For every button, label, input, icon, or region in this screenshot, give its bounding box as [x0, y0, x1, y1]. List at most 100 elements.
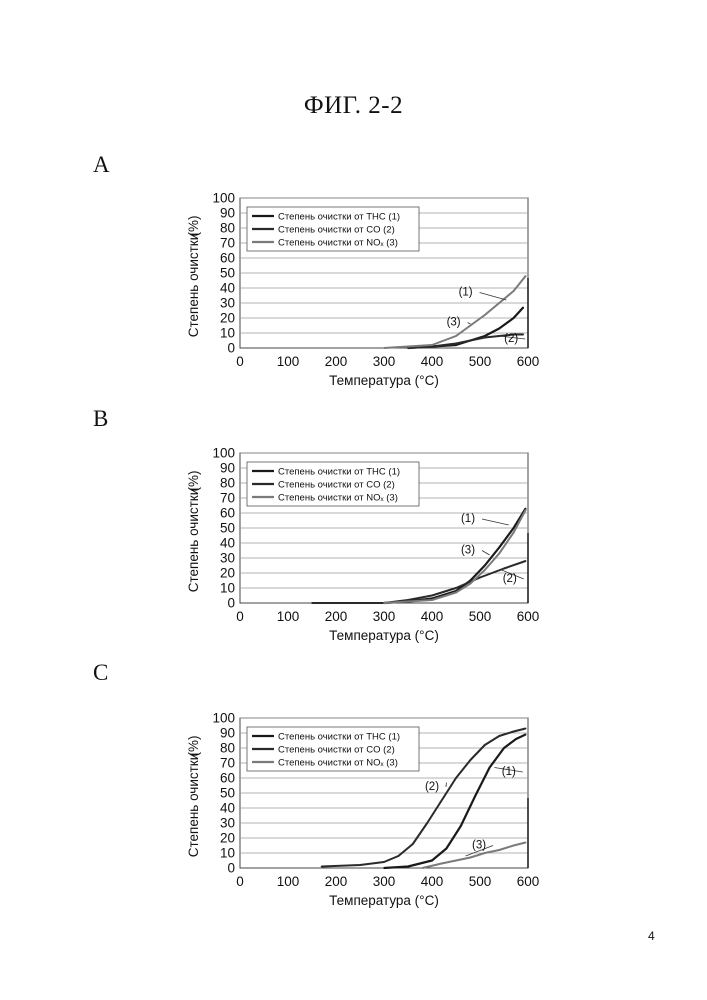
y-tick-label: 70 — [220, 491, 235, 506]
annotation-leader — [467, 322, 471, 325]
y-tick-label: 70 — [220, 756, 235, 771]
y-tick-label: 90 — [220, 206, 235, 221]
y-axis-unit: (%) — [186, 216, 201, 237]
y-tick-label: 10 — [220, 846, 235, 861]
legend-entry: Степень очистки от CO (2) — [278, 225, 395, 236]
panel-label-c: C — [93, 660, 109, 685]
page-number: 4 — [648, 929, 655, 943]
data-point — [431, 344, 433, 346]
data-point — [431, 594, 433, 597]
series-line-1 — [383, 733, 527, 870]
y-tick-label: 80 — [220, 221, 235, 236]
data-point — [411, 843, 414, 845]
x-tick-label: 400 — [421, 874, 444, 889]
x-tick-label: 0 — [236, 874, 244, 889]
data-point — [498, 552, 501, 555]
x-tick-label: 100 — [277, 874, 300, 889]
data-point — [512, 333, 515, 336]
y-tick-label: 50 — [220, 521, 235, 536]
data-point — [512, 527, 515, 529]
y-tick-label: 10 — [220, 581, 235, 596]
data-point — [383, 867, 385, 869]
y-tick-label: 20 — [220, 566, 235, 581]
data-point — [503, 747, 505, 749]
data-point — [383, 861, 385, 863]
data-point — [483, 336, 486, 339]
y-tick-label: 0 — [227, 341, 235, 356]
annotation-label: (1) — [502, 766, 516, 778]
annotation-label: (3) — [461, 545, 475, 557]
data-point — [474, 795, 477, 797]
data-point — [524, 727, 527, 730]
y-axis-title: Степень очистки — [186, 488, 201, 593]
x-tick-label: 0 — [236, 354, 244, 369]
x-tick-label: 300 — [373, 354, 396, 369]
x-tick-label: 200 — [325, 354, 348, 369]
data-point — [498, 546, 501, 549]
annotation-leader — [479, 292, 507, 301]
x-axis-title: Температура (°С) — [329, 373, 439, 388]
data-point — [431, 599, 433, 601]
data-point — [455, 859, 457, 862]
y-tick-label: 30 — [220, 816, 235, 831]
x-tick-label: 600 — [517, 609, 540, 624]
data-point — [503, 567, 505, 570]
y-tick-label: 40 — [220, 801, 235, 816]
annotation-label: (2) — [503, 573, 517, 585]
legend-entry: Степень очистки от CO (2) — [278, 480, 395, 491]
data-point — [524, 733, 527, 736]
x-tick-label: 400 — [421, 354, 444, 369]
annotation-label: (2) — [504, 333, 518, 345]
data-point — [512, 844, 515, 847]
data-point — [383, 347, 385, 349]
y-axis-title: Степень очистки — [186, 753, 201, 858]
data-point — [498, 849, 501, 851]
data-point — [320, 865, 323, 868]
panel-label-b: B — [93, 406, 109, 431]
data-point — [407, 600, 409, 603]
y-axis-unit: (%) — [186, 736, 201, 757]
data-point — [515, 738, 517, 740]
annotation-label: (3) — [472, 840, 486, 852]
data-point — [431, 859, 433, 862]
x-tick-label: 500 — [469, 354, 492, 369]
x-axis-title: Температура (°С) — [329, 628, 439, 643]
data-point — [524, 507, 527, 510]
data-point — [431, 345, 433, 348]
data-point — [455, 591, 457, 594]
y-tick-label: 80 — [220, 741, 235, 756]
legend-box — [246, 461, 420, 507]
x-tick-label: 500 — [469, 874, 492, 889]
data-point — [359, 864, 361, 866]
y-tick-label: 20 — [220, 311, 235, 326]
y-tick-label: 50 — [220, 266, 235, 281]
data-point — [445, 847, 448, 850]
x-tick-label: 500 — [469, 609, 492, 624]
data-point — [483, 744, 486, 746]
y-tick-label: 60 — [220, 506, 235, 521]
page-title: ФИГ. 2-2 — [303, 92, 404, 119]
y-tick-label: 0 — [227, 596, 235, 611]
data-point — [469, 759, 472, 761]
data-point — [524, 560, 527, 562]
legend-entry: Степень очистки от THC (1) — [278, 212, 400, 223]
data-point — [407, 599, 409, 601]
legend-entry: Степень очистки от NOₓ (3) — [278, 758, 398, 769]
x-tick-label: 200 — [325, 874, 348, 889]
x-tick-label: 300 — [373, 874, 396, 889]
series-line-3 — [422, 841, 526, 869]
data-point — [407, 345, 409, 348]
data-point — [524, 841, 527, 844]
y-tick-label: 40 — [220, 536, 235, 551]
data-point — [383, 602, 385, 604]
data-point — [311, 602, 313, 604]
data-point — [512, 730, 515, 733]
legend-entry: Степень очистки от NOₓ (3) — [278, 238, 398, 249]
data-point — [522, 333, 525, 336]
data-point — [488, 766, 491, 769]
data-point — [455, 342, 457, 345]
annotation-leader — [481, 518, 509, 526]
x-tick-label: 600 — [517, 874, 540, 889]
